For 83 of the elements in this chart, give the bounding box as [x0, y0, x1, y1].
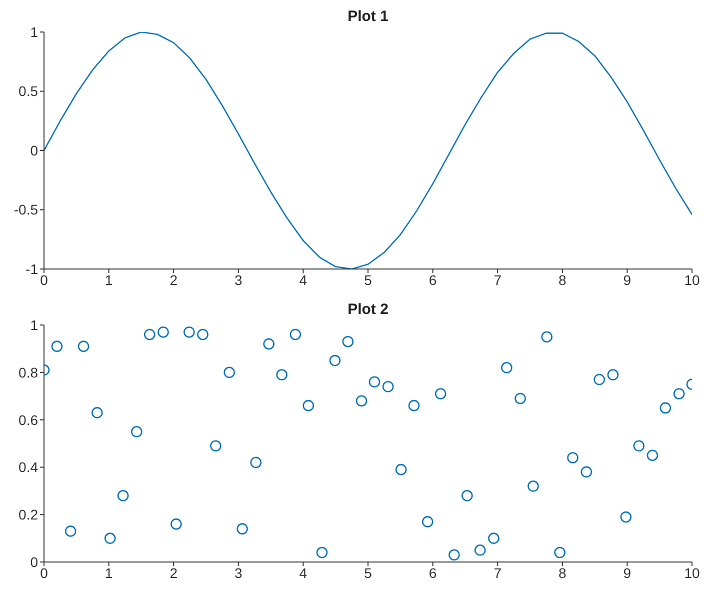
x-tick-label: 5 — [364, 564, 372, 581]
x-tick-label: 3 — [234, 272, 242, 288]
point — [329, 354, 341, 366]
point — [607, 369, 619, 380]
point — [224, 366, 235, 378]
point — [514, 392, 526, 404]
point — [448, 549, 460, 561]
x-tick-label: 10 — [684, 564, 700, 581]
point — [382, 380, 394, 392]
point — [567, 452, 578, 464]
point — [461, 490, 473, 502]
point — [646, 450, 658, 461]
y-tick-label: 0.4 — [18, 459, 38, 476]
point — [104, 532, 116, 544]
point — [434, 388, 446, 400]
x-tick-label: 6 — [428, 272, 437, 288]
point — [673, 388, 685, 400]
point — [594, 374, 605, 386]
point — [488, 532, 500, 544]
x-tick-label: 1 — [104, 272, 113, 288]
x-tick-label: 7 — [494, 564, 502, 581]
point — [660, 402, 672, 414]
x-tick-label: 6 — [428, 564, 437, 581]
y-tick-label: 0 — [30, 554, 38, 570]
x-tick-label: 0 — [40, 564, 48, 581]
point — [541, 331, 552, 342]
point — [131, 426, 142, 438]
point — [197, 328, 208, 340]
point — [633, 440, 645, 452]
chart-title: Plot 1 — [346, 8, 390, 25]
x-tick-label: 9 — [623, 272, 632, 288]
point — [342, 336, 354, 348]
x-tick-label: 10 — [684, 272, 700, 288]
point — [528, 480, 539, 492]
x-tick-label: 0 — [40, 272, 48, 288]
x-tick-label: 4 — [299, 272, 308, 288]
x-tick-label: 7 — [494, 272, 502, 288]
point — [501, 362, 512, 374]
point — [263, 338, 275, 350]
point — [184, 326, 195, 338]
point — [51, 340, 63, 352]
y-tick-label: 0.5 — [18, 83, 38, 100]
x-tick-label: 3 — [234, 564, 242, 581]
point — [316, 546, 328, 558]
x-tick-label: 4 — [299, 564, 308, 581]
point — [356, 395, 368, 406]
y-tick-label: 0.8 — [18, 364, 38, 380]
point — [422, 516, 434, 528]
point — [78, 340, 90, 352]
point — [117, 490, 129, 502]
point — [580, 466, 592, 478]
point — [554, 546, 566, 558]
point — [620, 511, 632, 523]
y-tick-label: 1 — [30, 24, 38, 40]
point — [290, 328, 302, 340]
point — [276, 369, 288, 380]
y-tick-label: 0.2 — [18, 506, 38, 523]
y-tick-label: -0.5 — [14, 202, 38, 218]
point — [368, 376, 380, 388]
y-tick-label: 1 — [30, 316, 38, 333]
point — [210, 440, 222, 452]
x-tick-label: 2 — [170, 272, 178, 288]
x-tick-label: 2 — [170, 564, 178, 581]
x-tick-label: 8 — [558, 564, 566, 581]
point — [91, 407, 103, 418]
y-tick-label: -1 — [26, 260, 38, 277]
point — [250, 456, 262, 468]
point — [158, 326, 169, 338]
y-tick-label: 0.6 — [18, 412, 38, 428]
point — [395, 464, 407, 476]
point — [170, 518, 182, 530]
point — [144, 328, 156, 340]
y-tick-label: 0 — [30, 142, 38, 158]
point — [64, 526, 76, 537]
x-tick-label: 1 — [104, 564, 113, 581]
point — [302, 400, 314, 412]
point — [474, 544, 486, 556]
x-tick-label: 8 — [558, 272, 566, 288]
point — [408, 400, 420, 412]
point — [236, 523, 248, 534]
x-tick-label: 5 — [364, 272, 372, 288]
chart-title: Plot 2 — [346, 301, 390, 318]
x-tick-label: 9 — [623, 564, 632, 581]
